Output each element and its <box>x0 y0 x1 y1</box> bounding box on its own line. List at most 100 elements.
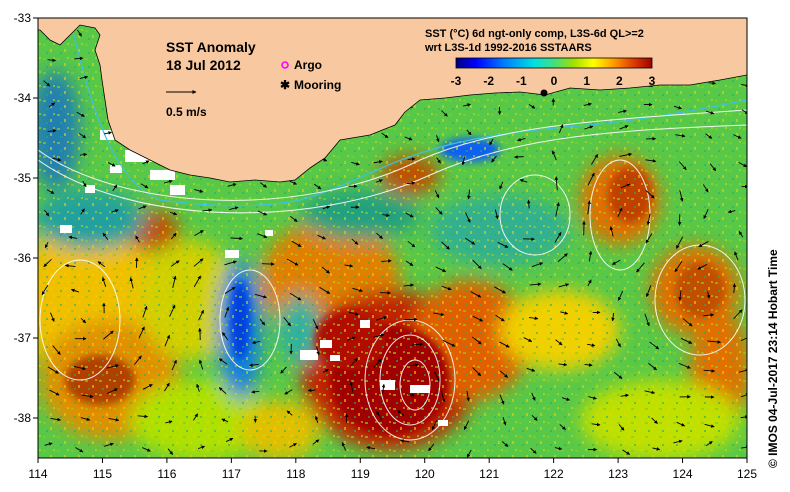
current-arrow <box>257 210 268 216</box>
current-arrow <box>703 369 716 373</box>
current-arrow <box>221 418 229 423</box>
current-arrow <box>436 157 441 164</box>
argo-legend-label: Argo <box>294 58 322 72</box>
current-arrow <box>50 312 55 322</box>
current-arrow <box>74 56 84 61</box>
current-arrow <box>319 286 331 295</box>
current-arrow <box>738 162 747 168</box>
current-arrow <box>431 420 438 431</box>
current-arrow <box>673 105 683 110</box>
current-arrow <box>75 447 84 453</box>
current-arrow <box>322 205 331 210</box>
current-arrow <box>738 230 744 238</box>
current-arrow <box>307 388 316 393</box>
current-arrow <box>466 129 472 136</box>
current-arrow <box>636 262 645 273</box>
current-arrow <box>501 441 509 447</box>
current-arrow <box>366 446 376 450</box>
current-arrow <box>381 383 386 394</box>
current-arrow <box>289 292 302 301</box>
current-arrow <box>502 263 513 271</box>
current-arrow <box>555 202 560 217</box>
current-arrow <box>254 293 267 299</box>
current-arrow <box>434 190 440 199</box>
current-arrow <box>259 318 266 326</box>
current-arrow <box>224 286 236 294</box>
current-arrow <box>347 336 356 341</box>
current-arrow <box>396 410 405 417</box>
current-arrow <box>112 184 118 192</box>
current-arrow <box>198 327 202 341</box>
current-arrow <box>675 133 686 138</box>
current-arrow <box>344 264 354 268</box>
current-arrow <box>280 366 287 374</box>
current-arrow <box>103 442 114 447</box>
current-arrow <box>466 449 472 458</box>
current-arrow <box>351 161 360 166</box>
current-arrow <box>47 129 57 133</box>
current-arrow <box>321 266 330 274</box>
current-arrow <box>79 75 89 80</box>
current-arrow <box>81 394 94 399</box>
argo-legend-icon <box>281 61 289 69</box>
current-arrow <box>317 234 327 240</box>
current-arrow <box>436 135 440 143</box>
current-arrow <box>137 414 149 419</box>
current-arrow <box>218 358 228 365</box>
current-arrow <box>679 161 687 171</box>
current-arrow <box>251 390 260 394</box>
shelf-line <box>69 19 747 207</box>
current-arrow <box>286 410 293 416</box>
current-arrow <box>551 150 557 161</box>
current-arrow <box>286 258 299 266</box>
current-arrow <box>316 346 320 356</box>
scale-label: 0.5 m/s <box>166 105 207 119</box>
lon-tick-label: 124 <box>673 467 693 481</box>
current-arrow <box>530 447 537 454</box>
current-arrow <box>679 190 684 202</box>
current-arrow <box>617 207 623 217</box>
current-arrow <box>502 417 507 426</box>
current-arrow <box>82 180 87 188</box>
current-arrow <box>705 440 713 447</box>
current-arrow <box>435 266 447 273</box>
current-arrow <box>584 363 593 367</box>
current-arrow <box>164 334 170 347</box>
current-arrow <box>620 393 629 398</box>
current-arrow <box>587 172 595 186</box>
current-arrow <box>591 422 601 427</box>
current-arrow <box>79 152 88 157</box>
current-arrow <box>197 445 206 450</box>
current-arrow <box>202 208 213 213</box>
colorbar-tick-label: -3 <box>451 74 462 88</box>
current-arrow <box>531 414 538 421</box>
current-arrow <box>47 366 59 374</box>
current-arrow <box>523 337 533 342</box>
current-arrow <box>645 284 652 298</box>
current-arrow <box>645 233 653 244</box>
current-arrow <box>529 316 539 321</box>
current-arrow <box>407 393 415 397</box>
current-arrow <box>472 336 482 345</box>
current-arrow <box>738 368 747 373</box>
current-arrow <box>432 312 445 317</box>
current-arrow <box>224 260 237 266</box>
current-arrow <box>554 176 559 191</box>
current-arrow <box>434 371 440 382</box>
current-arrow <box>673 439 683 444</box>
current-arrow <box>376 410 383 421</box>
lon-tick-label: 114 <box>28 467 47 481</box>
colorbar-title-2: wrt L3S-1d 1992-2016 SSTAARS <box>424 42 592 54</box>
current-arrow <box>403 283 415 287</box>
current-arrow <box>312 319 319 330</box>
current-arrow <box>43 80 51 87</box>
current-arrow <box>218 387 227 395</box>
current-arrow <box>349 381 354 393</box>
current-arrow <box>80 318 87 324</box>
current-arrow <box>472 367 482 377</box>
current-arrow <box>251 340 261 345</box>
current-arrow <box>382 213 390 217</box>
colorbar-tick-label: 2 <box>616 74 623 88</box>
lat-tick-label: -37 <box>14 331 32 345</box>
